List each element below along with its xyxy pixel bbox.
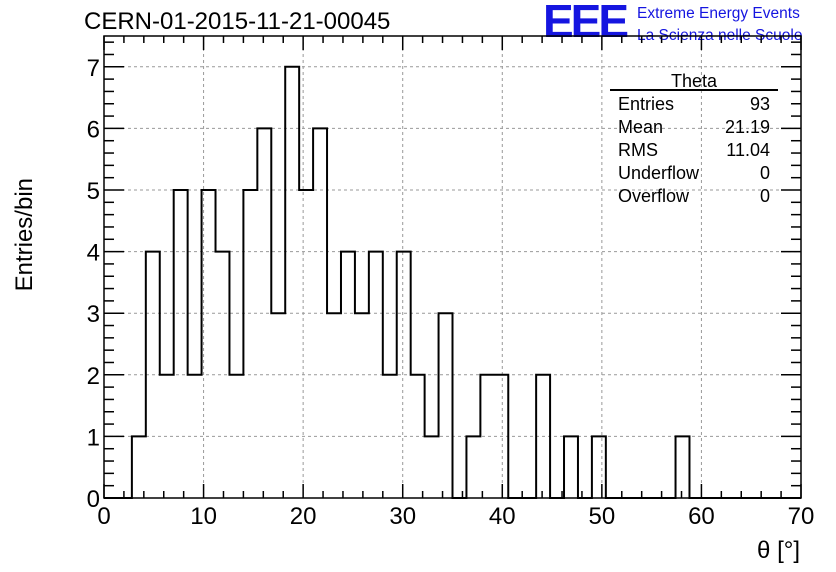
stats-label: Overflow bbox=[618, 186, 690, 206]
x-tick-label: 0 bbox=[97, 503, 110, 530]
plot-frame bbox=[103, 35, 802, 499]
y-tick-label: 2 bbox=[87, 363, 100, 390]
x-tick-label: 40 bbox=[489, 503, 516, 530]
stats-label: RMS bbox=[618, 140, 658, 160]
y-tick-label: 4 bbox=[87, 240, 100, 267]
stats-label: Underflow bbox=[618, 163, 700, 183]
stats-value: 0 bbox=[760, 163, 770, 183]
x-tick-labels: 0 10 20 30 40 50 60 70 bbox=[97, 503, 814, 530]
x-axis-label: θ [°] bbox=[757, 537, 800, 564]
y-axis-label: Entries/bin bbox=[11, 178, 38, 291]
stats-value: 0 bbox=[760, 186, 770, 206]
y-tick-label: 3 bbox=[87, 301, 100, 328]
stats-value: 21.19 bbox=[725, 117, 770, 137]
histogram-outline bbox=[104, 65, 801, 499]
x-tick-label: 10 bbox=[190, 503, 217, 530]
y-tick-label: 7 bbox=[87, 55, 100, 82]
y-tick-label: 6 bbox=[87, 116, 100, 143]
chart-title: CERN-01-2015-11-21-00045 bbox=[84, 8, 391, 35]
y-tick-label: 0 bbox=[87, 486, 100, 513]
stats-box-name: Theta bbox=[671, 71, 718, 91]
stats-label: Entries bbox=[618, 94, 674, 114]
x-tick-label: 70 bbox=[788, 503, 815, 530]
stats-label: Mean bbox=[618, 117, 663, 137]
x-tick-label: 60 bbox=[688, 503, 715, 530]
stats-box: Theta Entries 93 Mean 21.19 RMS 11.04 Underflo… bbox=[610, 71, 778, 206]
x-tick-label: 30 bbox=[389, 503, 416, 530]
stats-value: 11.04 bbox=[726, 140, 770, 160]
y-tick-labels: 0 1 2 3 4 5 6 7 bbox=[87, 55, 100, 513]
y-tick-label: 1 bbox=[87, 424, 100, 451]
y-tick-label: 5 bbox=[87, 178, 100, 205]
x-tick-label: 20 bbox=[290, 503, 317, 530]
x-tick-label: 50 bbox=[589, 503, 616, 530]
logo-caption-line1: Extreme Energy Events bbox=[637, 5, 800, 22]
axis-ticks bbox=[103, 36, 802, 499]
stats-value: 93 bbox=[750, 94, 770, 114]
